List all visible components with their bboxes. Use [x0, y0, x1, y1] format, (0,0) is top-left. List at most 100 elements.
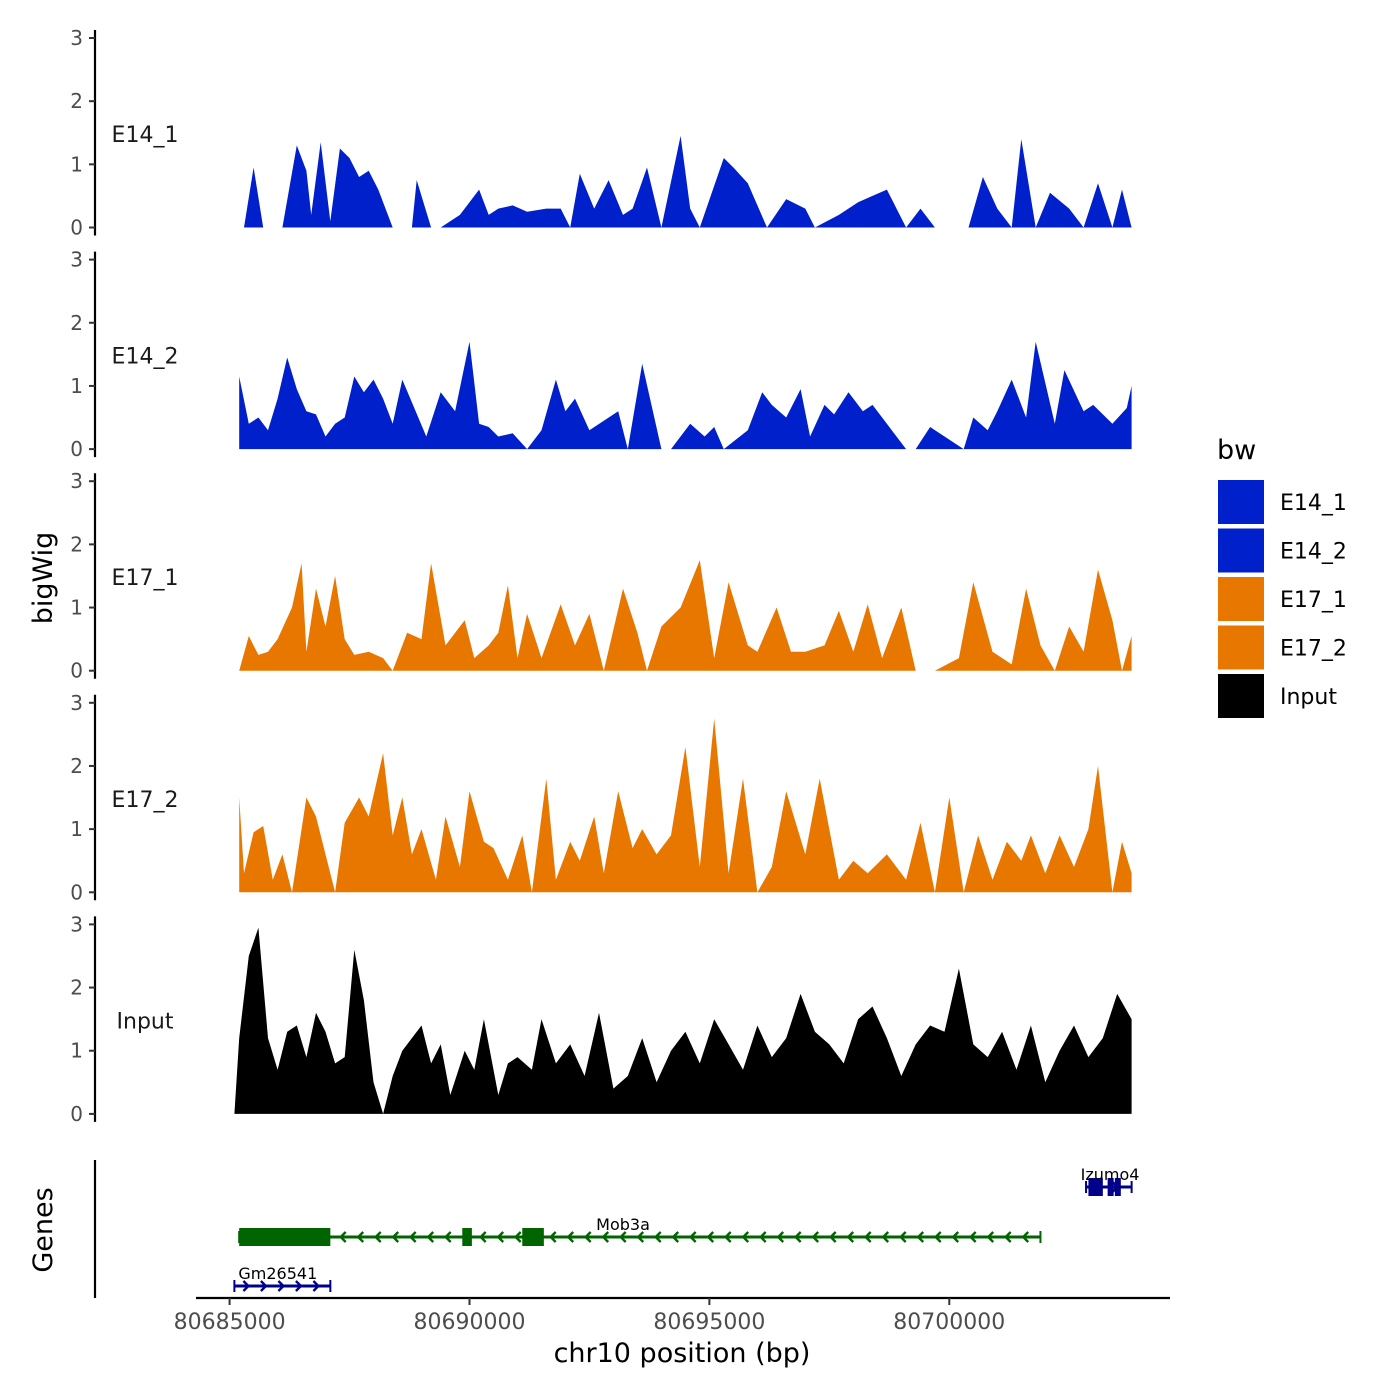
x-axis-title: chr10 position (bp) — [554, 1338, 811, 1369]
track-e17-2: 0 1 2 3 E17_2 — [70, 691, 1132, 904]
exon — [1088, 1178, 1103, 1196]
strand-arrow — [339, 1231, 347, 1243]
strand-arrow — [549, 1231, 557, 1243]
genes-axis-title: Genes — [28, 1187, 59, 1272]
track-label-e14-1: E14_1 — [112, 123, 179, 148]
strand-arrow — [1004, 1231, 1012, 1243]
y-tick-label: 1 — [70, 152, 83, 176]
strand-arrow — [969, 1231, 977, 1243]
legend-title: bw — [1217, 435, 1256, 466]
gene-label-mob3a: Mob3a — [596, 1215, 650, 1234]
area-e14-1 — [244, 135, 1132, 228]
strand-arrow — [724, 1231, 732, 1243]
y-tick-label: 2 — [70, 976, 83, 1000]
strand-arrow — [846, 1231, 855, 1243]
exon — [1114, 1178, 1121, 1196]
strand-arrow — [741, 1231, 750, 1243]
legend-label-e17-1: E17_1 — [1280, 588, 1347, 613]
track-label-e17-2: E17_2 — [112, 788, 179, 813]
x-axis: 80685000 80690000 80695000 80700000 — [174, 1296, 1170, 1335]
y-axis-title: bigWig — [28, 532, 59, 625]
area-e14-2 — [239, 341, 1132, 450]
y-tick-label: 0 — [70, 437, 83, 461]
x-tick-label: 80700000 — [893, 1310, 1005, 1335]
strand-arrow — [242, 1280, 251, 1292]
strand-arrow — [1021, 1231, 1030, 1243]
gene-izumo4: Izumo4 — [1081, 1165, 1140, 1196]
y-tick-label: 0 — [70, 216, 83, 240]
y-tick-label: 3 — [70, 469, 83, 493]
y-tick-label: 2 — [70, 311, 83, 335]
legend-label-e17-2: E17_2 — [1280, 637, 1347, 662]
strand-arrow — [916, 1231, 925, 1243]
track-input: 0 1 2 3 Input — [70, 912, 1132, 1126]
gene-gm26541: Gm26541 — [233, 1264, 332, 1292]
strand-arrow — [689, 1231, 697, 1243]
y-tick-label: 0 — [70, 880, 83, 904]
track-e17-1: 0 1 2 3 E17_1 — [70, 469, 1132, 683]
strand-arrow — [496, 1231, 505, 1243]
strand-arrow — [444, 1231, 452, 1243]
track-e14-1: 0 1 2 3 E14_1 — [70, 26, 1132, 240]
strand-arrow — [260, 1280, 268, 1292]
strand-arrow — [951, 1231, 960, 1243]
area-e17-2 — [239, 718, 1132, 893]
strand-arrow — [584, 1231, 592, 1243]
strand-arrow — [514, 1231, 522, 1243]
legend-swatch-e14-1 — [1218, 480, 1264, 524]
y-tick-label: 1 — [70, 817, 83, 841]
y-tick-label: 2 — [70, 532, 83, 556]
area-input — [234, 927, 1132, 1114]
y-tick-label: 1 — [70, 374, 83, 398]
y-tick-label: 0 — [70, 1102, 83, 1126]
y-tick-label: 1 — [70, 596, 83, 620]
exon — [462, 1228, 472, 1246]
y-tick-label: 3 — [70, 26, 83, 50]
legend: bw E14_1 E14_2 E17_1 E17_2 Input — [1217, 435, 1347, 718]
strand-arrow — [671, 1231, 680, 1243]
strand-arrow — [277, 1280, 286, 1292]
exon — [1107, 1178, 1114, 1196]
signal-tracks: 0 1 2 3 E14_1 0 1 2 3 E14_2 0 1 2 3 E17_1 0 1 2 3 E17_2 0 1 2 3… — [70, 26, 1132, 1126]
strand-arrow — [619, 1231, 627, 1243]
exon — [522, 1228, 544, 1246]
exon — [239, 1228, 331, 1246]
strand-arrow — [356, 1231, 365, 1243]
y-tick-label: 2 — [70, 754, 83, 778]
x-tick-label: 80690000 — [413, 1310, 525, 1335]
gene-mob3a: Mob3a — [238, 1215, 1042, 1246]
strand-arrow — [864, 1231, 872, 1243]
strand-arrow — [706, 1231, 715, 1243]
strand-arrow — [312, 1280, 321, 1292]
legend-swatch-input — [1218, 674, 1264, 718]
x-tick-label: 80695000 — [653, 1310, 765, 1335]
strand-arrow — [829, 1231, 837, 1243]
track-e14-2: 0 1 2 3 E14_2 — [70, 248, 1132, 461]
strand-arrow — [601, 1231, 610, 1243]
legend-swatch-e17-1 — [1218, 577, 1264, 621]
strand-arrow — [986, 1231, 995, 1243]
strand-arrow — [295, 1280, 303, 1292]
track-label-e17-1: E17_1 — [112, 566, 179, 591]
y-tick-label: 3 — [70, 912, 83, 936]
y-tick-label: 3 — [70, 248, 83, 272]
strand-arrow — [409, 1231, 417, 1243]
legend-swatch-e14-2 — [1218, 528, 1264, 573]
strand-arrow — [374, 1231, 382, 1243]
x-tick-label: 80685000 — [174, 1310, 286, 1335]
legend-swatch-e17-2 — [1218, 625, 1264, 670]
y-tick-label: 0 — [70, 659, 83, 683]
legend-label-input: Input — [1280, 685, 1337, 710]
track-label-e14-2: E14_2 — [112, 345, 179, 370]
strand-arrow — [794, 1231, 802, 1243]
genes-panel: Izumo4 Mob3a Gm26541 — [93, 1160, 1140, 1298]
strand-arrow — [636, 1231, 645, 1243]
y-tick-label: 1 — [70, 1039, 83, 1063]
strand-arrow — [881, 1231, 890, 1243]
legend-label-e14-1: E14_1 — [1280, 491, 1347, 516]
y-tick-label: 2 — [70, 89, 83, 113]
strand-arrow — [566, 1231, 575, 1243]
strand-arrow — [391, 1231, 400, 1243]
gene-label-izumo4: Izumo4 — [1081, 1165, 1140, 1184]
